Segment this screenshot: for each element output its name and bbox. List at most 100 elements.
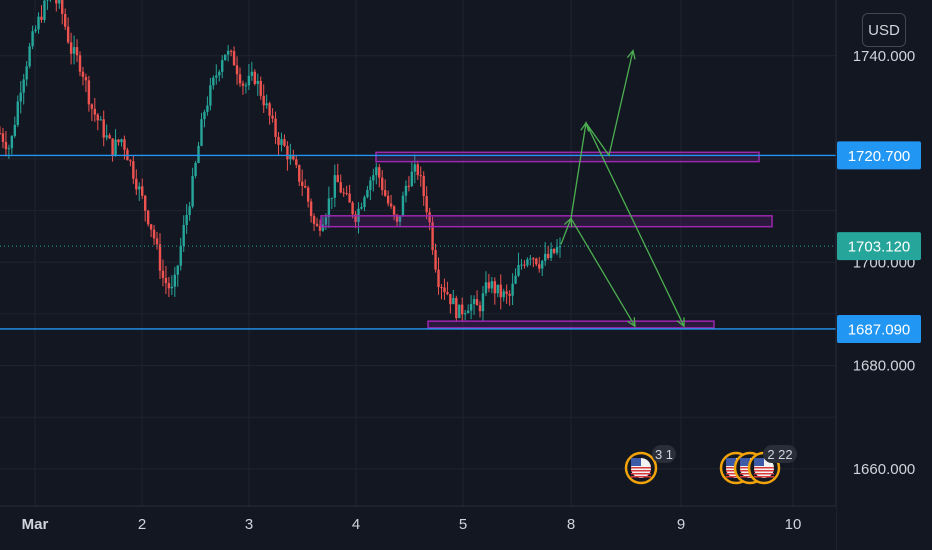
candle-body bbox=[469, 303, 473, 311]
candle-body bbox=[46, 0, 49, 1]
candle-body bbox=[247, 75, 251, 86]
candle-body bbox=[508, 293, 511, 296]
arrowhead bbox=[627, 317, 636, 328]
candle-body bbox=[446, 292, 449, 295]
candle-body bbox=[209, 85, 212, 106]
price-tick-1740.000: 1740.000 bbox=[853, 48, 916, 65]
candle-body bbox=[176, 265, 179, 275]
candle-body bbox=[197, 145, 200, 163]
candle-body bbox=[301, 181, 304, 186]
candle-body bbox=[321, 224, 325, 231]
candle-body bbox=[235, 65, 239, 75]
candle-body bbox=[541, 260, 544, 269]
candle-body bbox=[28, 46, 31, 67]
candle-body bbox=[517, 265, 520, 276]
candle-body bbox=[203, 111, 206, 120]
candle-body bbox=[111, 138, 114, 156]
horizontal-levels bbox=[0, 154, 836, 330]
candle-body bbox=[425, 196, 428, 213]
candle-body bbox=[389, 203, 393, 207]
candle-body bbox=[428, 212, 431, 223]
candle-body bbox=[40, 16, 43, 20]
candle-body bbox=[538, 264, 541, 269]
candle-body bbox=[1, 133, 5, 142]
arrowhead bbox=[626, 49, 636, 60]
candle-body bbox=[487, 282, 491, 289]
candle-body bbox=[375, 167, 378, 176]
candle-body bbox=[532, 258, 535, 260]
flag-canton bbox=[631, 458, 641, 466]
current-price-label-bg bbox=[837, 232, 921, 261]
time-axis[interactable]: Mar 2 3 4 5 8 9 10 bbox=[22, 516, 802, 533]
candle-body bbox=[149, 224, 153, 230]
candle-body bbox=[120, 139, 123, 143]
flag-canton bbox=[754, 458, 764, 466]
zone-2 bbox=[320, 215, 773, 228]
candle-body bbox=[138, 186, 141, 190]
candle-body bbox=[372, 175, 375, 181]
candle-body bbox=[37, 16, 40, 30]
candle-body bbox=[271, 115, 274, 119]
candle-body bbox=[431, 222, 434, 251]
candle-body bbox=[455, 297, 458, 319]
level-label-1-bg bbox=[837, 141, 921, 170]
candle-body bbox=[383, 190, 387, 196]
flag-canton bbox=[726, 458, 736, 466]
candle-body bbox=[312, 216, 316, 224]
economic-events[interactable]: 3 1 2 22 bbox=[624, 445, 797, 485]
event-count-badge bbox=[652, 445, 676, 463]
currency-button[interactable]: USD bbox=[862, 13, 906, 47]
event-count: 3 1 bbox=[655, 447, 673, 462]
zones bbox=[320, 151, 773, 329]
price-axis-background bbox=[836, 0, 932, 550]
candle-body bbox=[72, 47, 76, 54]
candle-body bbox=[289, 155, 292, 160]
candle-body bbox=[31, 31, 34, 47]
candle-body bbox=[108, 135, 111, 139]
candle-body bbox=[520, 264, 523, 266]
zone-3 bbox=[427, 320, 715, 329]
candle-body bbox=[223, 54, 227, 61]
candle-body bbox=[105, 135, 108, 138]
candle-body bbox=[392, 206, 396, 215]
candle-body bbox=[327, 198, 331, 218]
candle-body bbox=[324, 217, 328, 225]
candle-body bbox=[250, 71, 254, 76]
candle-body bbox=[200, 119, 203, 146]
candle-body bbox=[96, 114, 99, 121]
candle-body bbox=[440, 287, 443, 289]
candle-body bbox=[212, 77, 215, 86]
current-price-label: 1703.120 bbox=[848, 239, 911, 256]
candle-body bbox=[378, 167, 381, 178]
level-label-2: 1687.090 bbox=[848, 321, 911, 338]
event-marker-1[interactable]: 3 1 bbox=[624, 445, 676, 485]
event-marker-2[interactable]: 2 22 bbox=[719, 445, 797, 485]
projection-bearish-1 bbox=[570, 218, 636, 327]
candle-body bbox=[280, 139, 283, 145]
candle-body bbox=[422, 175, 425, 197]
flag-stripe bbox=[631, 476, 651, 478]
candlesticks bbox=[0, 0, 562, 322]
candle-body bbox=[262, 95, 265, 106]
candle-body bbox=[188, 206, 191, 216]
flag-stripe bbox=[740, 476, 760, 478]
candle-body bbox=[274, 118, 277, 137]
candle-body bbox=[410, 171, 414, 187]
candle-body bbox=[179, 245, 182, 266]
flag-canton bbox=[740, 458, 750, 466]
candle-body bbox=[206, 105, 209, 112]
candle-body bbox=[292, 155, 295, 160]
candle-body bbox=[303, 185, 307, 188]
candle-body bbox=[514, 275, 517, 284]
flag-stripe bbox=[754, 470, 774, 472]
candle-body bbox=[90, 104, 94, 109]
candle-body bbox=[466, 310, 470, 314]
candle-body bbox=[315, 223, 319, 226]
level-label-2-bg bbox=[837, 314, 921, 343]
candle-body bbox=[99, 119, 102, 121]
candle-body bbox=[229, 50, 233, 52]
candle-body bbox=[0, 133, 2, 135]
candle-body bbox=[496, 284, 499, 294]
